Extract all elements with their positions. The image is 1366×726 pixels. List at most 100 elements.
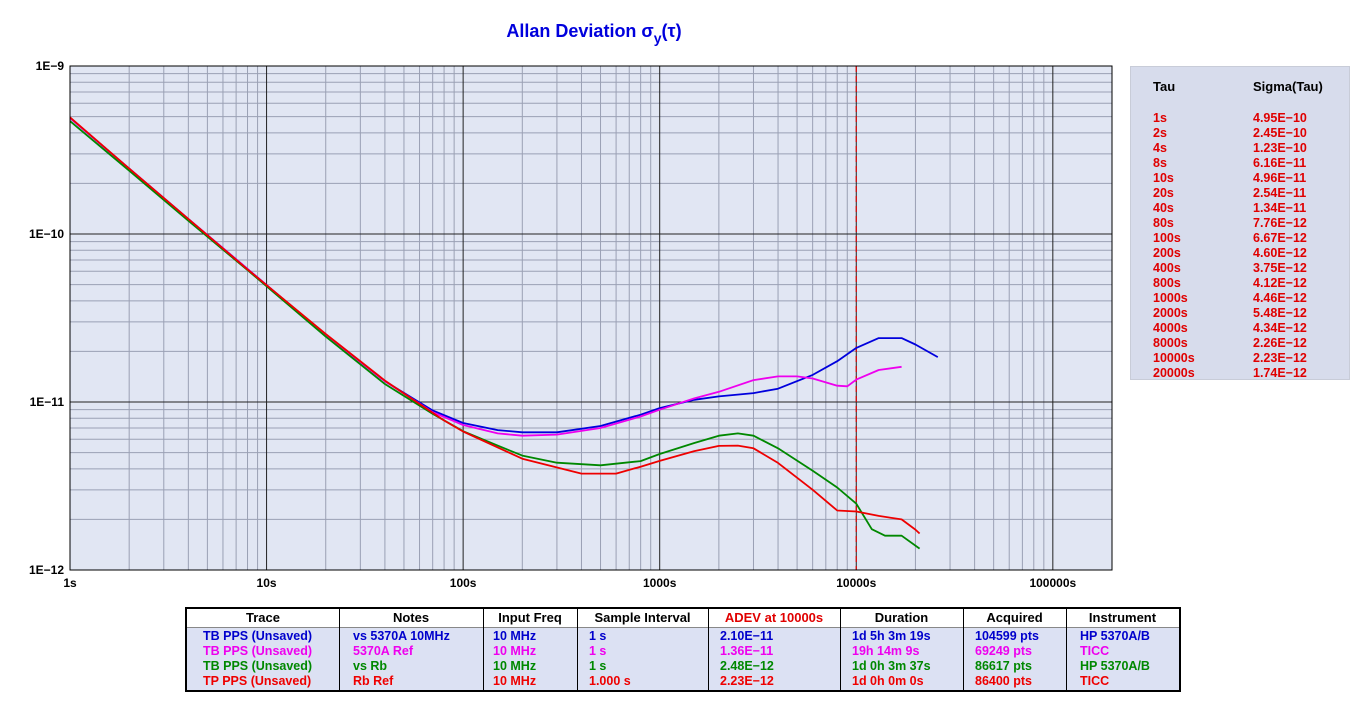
sigma-value: 4.95E−10 <box>1253 111 1307 125</box>
tau-row: 200s 4.60E−12 <box>1131 246 1349 261</box>
y-tick-labels: 1E−9 1E−10 1E−11 1E−12 <box>29 59 64 577</box>
sigma-value: 4.96E−11 <box>1253 171 1307 185</box>
tau-sigma-panel: Tau Sigma(Tau) 1s 4.95E−10 2s 2.45E−10 4s 1.2… <box>1130 66 1350 380</box>
legend-cell: 1.000 s <box>589 674 631 688</box>
legend-cell: TP PPS (Unsaved) <box>203 674 312 688</box>
legend-row: TB PPS (Unsaved) vs 5370A 10MHz 10 MHz 1 s 2… <box>187 629 1179 644</box>
sigma-value: 2.54E−11 <box>1253 186 1307 200</box>
legend-cell: 104599 pts <box>975 629 1039 643</box>
x-tick-labels: 1s 10s 100s 1000s 10000s 100000s <box>63 576 1076 590</box>
legend-col-header: Input Freq <box>498 610 562 625</box>
legend-cell: 1d 0h 0m 0s <box>852 674 924 688</box>
sigma-value: 6.67E−12 <box>1253 231 1307 245</box>
tau-row: 100s 6.67E−12 <box>1131 231 1349 246</box>
y-tick-label: 1E−11 <box>30 395 65 409</box>
legend-cell: 86400 pts <box>975 674 1032 688</box>
legend-cell: 10 MHz <box>493 674 537 688</box>
tau-value: 4000s <box>1153 321 1188 335</box>
plot-frame <box>69 65 1113 571</box>
tau-value: 800s <box>1153 276 1181 290</box>
legend-col-header: Instrument <box>1088 610 1157 625</box>
column-divider <box>708 609 709 690</box>
legend-cell: 19h 14m 9s <box>852 644 920 658</box>
legend-cell: 1 s <box>589 659 607 673</box>
tau-row: 10s 4.96E−11 <box>1131 171 1349 186</box>
legend-cell: 10 MHz <box>493 659 537 673</box>
tau-value: 100s <box>1153 231 1181 245</box>
legend-cell: TB PPS (Unsaved) <box>203 659 313 673</box>
tau-value: 40s <box>1153 201 1174 215</box>
sigma-value: 1.23E−10 <box>1253 141 1307 155</box>
column-divider <box>339 609 340 690</box>
tau-row: 20000s 1.74E−12 <box>1131 366 1349 381</box>
tau-row: 10000s 2.23E−12 <box>1131 351 1349 366</box>
column-divider <box>1066 609 1067 690</box>
legend-cell: 1d 0h 3m 37s <box>852 659 931 673</box>
sigma-value: 4.60E−12 <box>1253 246 1307 260</box>
legend-cell: 1d 5h 3m 19s <box>852 629 931 643</box>
legend-cell: 1.36E−11 <box>720 644 774 658</box>
legend-cell: 86617 pts <box>975 659 1032 673</box>
legend-cell: 10 MHz <box>493 629 537 643</box>
tau-value: 2000s <box>1153 306 1188 320</box>
tau-header: Tau <box>1153 79 1176 94</box>
legend-col-header: ADEV at 10000s <box>724 610 824 625</box>
x-tick-label: 1000s <box>643 576 677 590</box>
sigma-header: Sigma(Tau) <box>1253 79 1323 94</box>
sigma-value: 5.48E−12 <box>1253 306 1307 320</box>
tau-row: 4000s 4.34E−12 <box>1131 321 1349 336</box>
legend-cell: 1 s <box>589 629 607 643</box>
sigma-value: 4.46E−12 <box>1253 291 1307 305</box>
legend-col-header: Duration <box>874 610 929 625</box>
x-tick-label: 100s <box>450 576 477 590</box>
tau-value: 1000s <box>1153 291 1188 305</box>
column-divider <box>963 609 964 690</box>
column-divider <box>483 609 484 690</box>
tau-row: 1000s 4.46E−12 <box>1131 291 1349 306</box>
legend-cell: Rb Ref <box>353 674 394 688</box>
tau-value: 10s <box>1153 171 1174 185</box>
legend-cell: HP 5370A/B <box>1080 659 1150 673</box>
legend-cell: TICC <box>1080 674 1110 688</box>
legend-cell: TB PPS (Unsaved) <box>203 629 313 643</box>
tau-value: 8000s <box>1153 336 1188 350</box>
legend-col-header: Trace <box>246 610 280 625</box>
sigma-value: 4.12E−12 <box>1253 276 1307 290</box>
sigma-value: 2.26E−12 <box>1253 336 1307 350</box>
x-tick-label: 10s <box>257 576 277 590</box>
tau-row: 40s 1.34E−11 <box>1131 201 1349 216</box>
tau-row: 2000s 5.48E−12 <box>1131 306 1349 321</box>
series-layer <box>69 116 939 550</box>
tau-row: 1s 4.95E−10 <box>1131 111 1349 126</box>
tau-value: 20000s <box>1153 366 1195 380</box>
legend-cell: vs Rb <box>353 659 388 673</box>
legend-cell: 69249 pts <box>975 644 1032 658</box>
tau-row: 2s 2.45E−10 <box>1131 126 1349 141</box>
sigma-value: 6.16E−11 <box>1253 156 1307 170</box>
sigma-value: 3.75E−12 <box>1253 261 1307 275</box>
tau-value: 80s <box>1153 216 1174 230</box>
series-line-3 <box>69 120 921 550</box>
legend-col-header: Sample Interval <box>594 610 691 625</box>
legend-cell: HP 5370A/B <box>1080 629 1150 643</box>
tau-value: 200s <box>1153 246 1181 260</box>
legend-cell: 2.10E−11 <box>720 629 774 643</box>
column-divider <box>577 609 578 690</box>
sigma-value: 1.34E−11 <box>1253 201 1307 215</box>
tau-value: 8s <box>1153 156 1167 170</box>
legend-cell: 2.23E−12 <box>720 674 774 688</box>
legend-row: TB PPS (Unsaved) vs Rb 10 MHz 1 s 2.48E−12 1d… <box>187 659 1179 674</box>
legend-header: Trace Notes Input Freq Sample Interval ADEV … <box>187 609 1179 628</box>
series-line-4 <box>69 116 921 535</box>
legend-cell: TICC <box>1080 644 1110 658</box>
legend-col-header: Acquired <box>986 610 1043 625</box>
tau-value: 4s <box>1153 141 1167 155</box>
tau-value: 20s <box>1153 186 1174 200</box>
sigma-value: 7.76E−12 <box>1253 216 1307 230</box>
legend-row: TP PPS (Unsaved) Rb Ref 10 MHz 1.000 s 2.23E… <box>187 674 1179 689</box>
tau-value: 1s <box>1153 111 1167 125</box>
legend-row: TB PPS (Unsaved) 5370A Ref 10 MHz 1 s 1.36E−… <box>187 644 1179 659</box>
tau-row: 400s 3.75E−12 <box>1131 261 1349 276</box>
y-tick-label: 1E−12 <box>29 563 64 577</box>
y-tick-label: 1E−9 <box>36 59 65 73</box>
